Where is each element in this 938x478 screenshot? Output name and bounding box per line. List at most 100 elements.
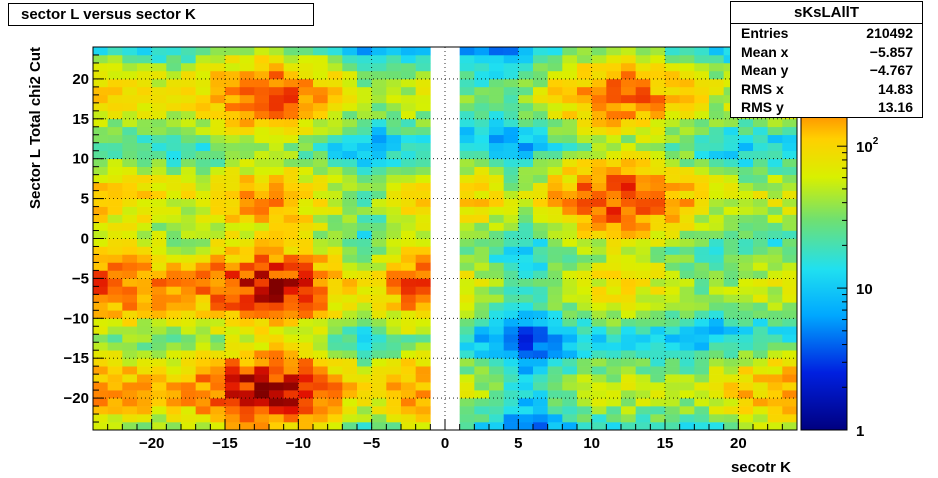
heatmap-cell	[753, 134, 768, 144]
heatmap-cell	[489, 382, 504, 391]
heatmap-cell	[210, 206, 226, 215]
heatmap-cell	[723, 126, 739, 136]
heatmap-cell	[122, 374, 138, 383]
heatmap-cell	[709, 342, 724, 351]
heatmap-cell	[562, 350, 578, 359]
heatmap-cell	[694, 190, 710, 199]
heatmap-cell	[503, 86, 519, 96]
heatmap-cell	[489, 86, 504, 96]
heatmap-cell	[107, 326, 123, 335]
heatmap-cell	[415, 374, 431, 383]
heatmap-cell	[415, 422, 431, 431]
heatmap-cell	[547, 238, 563, 247]
heatmap-cell	[225, 334, 240, 343]
heatmap-cell	[327, 390, 343, 399]
heatmap-cell	[357, 302, 372, 311]
heatmap-cell	[489, 102, 504, 112]
heatmap-cell	[151, 382, 167, 391]
heatmap-cell	[254, 262, 270, 271]
heatmap-cell	[298, 54, 314, 64]
heatmap-cell	[137, 358, 152, 367]
heatmap-cell	[181, 126, 196, 136]
heatmap-cell	[489, 182, 504, 191]
heatmap-cell	[137, 206, 152, 215]
heatmap-cell	[709, 382, 724, 391]
heatmap-cell	[503, 254, 519, 263]
heatmap-cell	[342, 262, 358, 271]
heatmap-cell	[313, 198, 328, 207]
heatmap-cell	[269, 102, 284, 112]
heatmap-cell	[767, 198, 783, 207]
heatmap-cell	[753, 126, 768, 136]
heatmap-cell	[489, 390, 504, 399]
heatmap-cell	[694, 182, 710, 191]
heatmap-cell	[269, 47, 284, 56]
heatmap-cell	[151, 230, 167, 239]
heatmap-cell	[665, 278, 680, 287]
heatmap-cell	[503, 78, 519, 88]
heatmap-cell	[225, 294, 240, 303]
heatmap-cell	[679, 118, 695, 128]
heatmap-cell	[635, 270, 651, 279]
heatmap-cell	[137, 222, 152, 231]
heatmap-cell	[635, 142, 651, 152]
heatmap-cell	[342, 414, 358, 423]
heatmap-cell	[709, 62, 724, 72]
heatmap-cell	[679, 262, 695, 271]
heatmap-cell	[767, 334, 783, 343]
heatmap-cell	[606, 390, 622, 399]
heatmap-cell	[137, 366, 152, 375]
heatmap-cell	[269, 326, 284, 335]
heatmap-cell	[650, 294, 666, 303]
heatmap-cell	[122, 47, 138, 56]
heatmap-cell	[210, 310, 226, 319]
heatmap-cell	[93, 294, 108, 303]
heatmap-cell	[93, 246, 108, 255]
heatmap-cell	[239, 254, 255, 263]
heatmap-cell	[327, 358, 343, 367]
heatmap-cell	[782, 270, 798, 279]
heatmap-cell	[269, 62, 284, 72]
heatmap-cell	[166, 206, 182, 215]
heatmap-cell	[621, 94, 636, 104]
heatmap-cell	[122, 238, 138, 247]
heatmap-cell	[489, 134, 504, 144]
heatmap-cell	[753, 294, 768, 303]
heatmap-cell	[181, 414, 196, 423]
heatmap-cell	[254, 174, 270, 183]
heatmap-cell	[665, 182, 680, 191]
heatmap-cell	[489, 286, 504, 295]
heatmap-cell	[503, 262, 519, 271]
heatmap-cell	[342, 134, 358, 144]
heatmap-cell	[606, 54, 622, 64]
heatmap-cell	[533, 350, 548, 359]
heatmap-cell	[122, 286, 138, 295]
heatmap-cell	[591, 198, 607, 207]
heatmap-cell	[635, 310, 651, 319]
heatmap-cell	[415, 358, 431, 367]
heatmap-cell	[503, 118, 519, 128]
heatmap-cell	[562, 198, 578, 207]
heatmap-cell	[137, 302, 152, 311]
heatmap-cell	[151, 302, 167, 311]
heatmap-cell	[327, 166, 343, 175]
y-tick-label: 0	[81, 231, 89, 248]
heatmap-cell	[562, 110, 578, 120]
heatmap-cell	[767, 142, 783, 152]
heatmap-cell	[327, 286, 343, 295]
heatmap-cell	[401, 406, 416, 415]
heatmap-cell	[137, 406, 152, 415]
heatmap-cell	[694, 358, 710, 367]
heatmap-cell	[195, 47, 211, 56]
heatmap-cell	[474, 366, 490, 375]
heatmap-cell	[137, 198, 152, 207]
heatmap-cell	[239, 47, 255, 56]
heatmap-cell	[137, 70, 152, 80]
heatmap-cell	[489, 238, 504, 247]
heatmap-cell	[415, 94, 431, 104]
heatmap-cell	[298, 278, 314, 287]
heatmap-cell	[254, 286, 270, 295]
heatmap-cell	[518, 286, 534, 295]
heatmap-cell	[562, 206, 578, 215]
heatmap-cell	[621, 214, 636, 223]
